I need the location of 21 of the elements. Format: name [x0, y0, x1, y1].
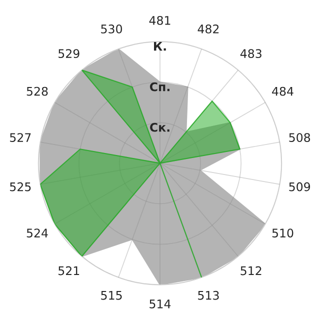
spoke-label: 527 — [10, 133, 31, 142]
spoke-label: 515 — [101, 291, 122, 300]
spoke-label: 513 — [198, 290, 219, 300]
y-tick-label: К. — [154, 42, 166, 51]
spoke-label: 530 — [101, 24, 122, 34]
spoke-label: 484 — [272, 86, 294, 96]
y-tick-label: Сп. — [150, 82, 170, 92]
spoke-label: 482 — [198, 24, 219, 34]
spoke-label: 483 — [240, 49, 262, 58]
spoke-label: 481 — [149, 16, 170, 25]
spoke-label: 509 — [289, 182, 310, 192]
y-tick-label: Ск. — [150, 122, 170, 132]
spoke-label: 529 — [58, 49, 80, 58]
spoke-label: 524 — [26, 228, 48, 238]
spoke-label: 528 — [26, 86, 48, 96]
spoke-label: 514 — [150, 300, 171, 308]
spoke-label: 525 — [10, 182, 31, 192]
spoke-label: 508 — [289, 133, 310, 142]
spoke-label: 521 — [58, 266, 80, 276]
spoke-label: 510 — [272, 228, 294, 238]
spoke-label: 512 — [240, 266, 262, 276]
